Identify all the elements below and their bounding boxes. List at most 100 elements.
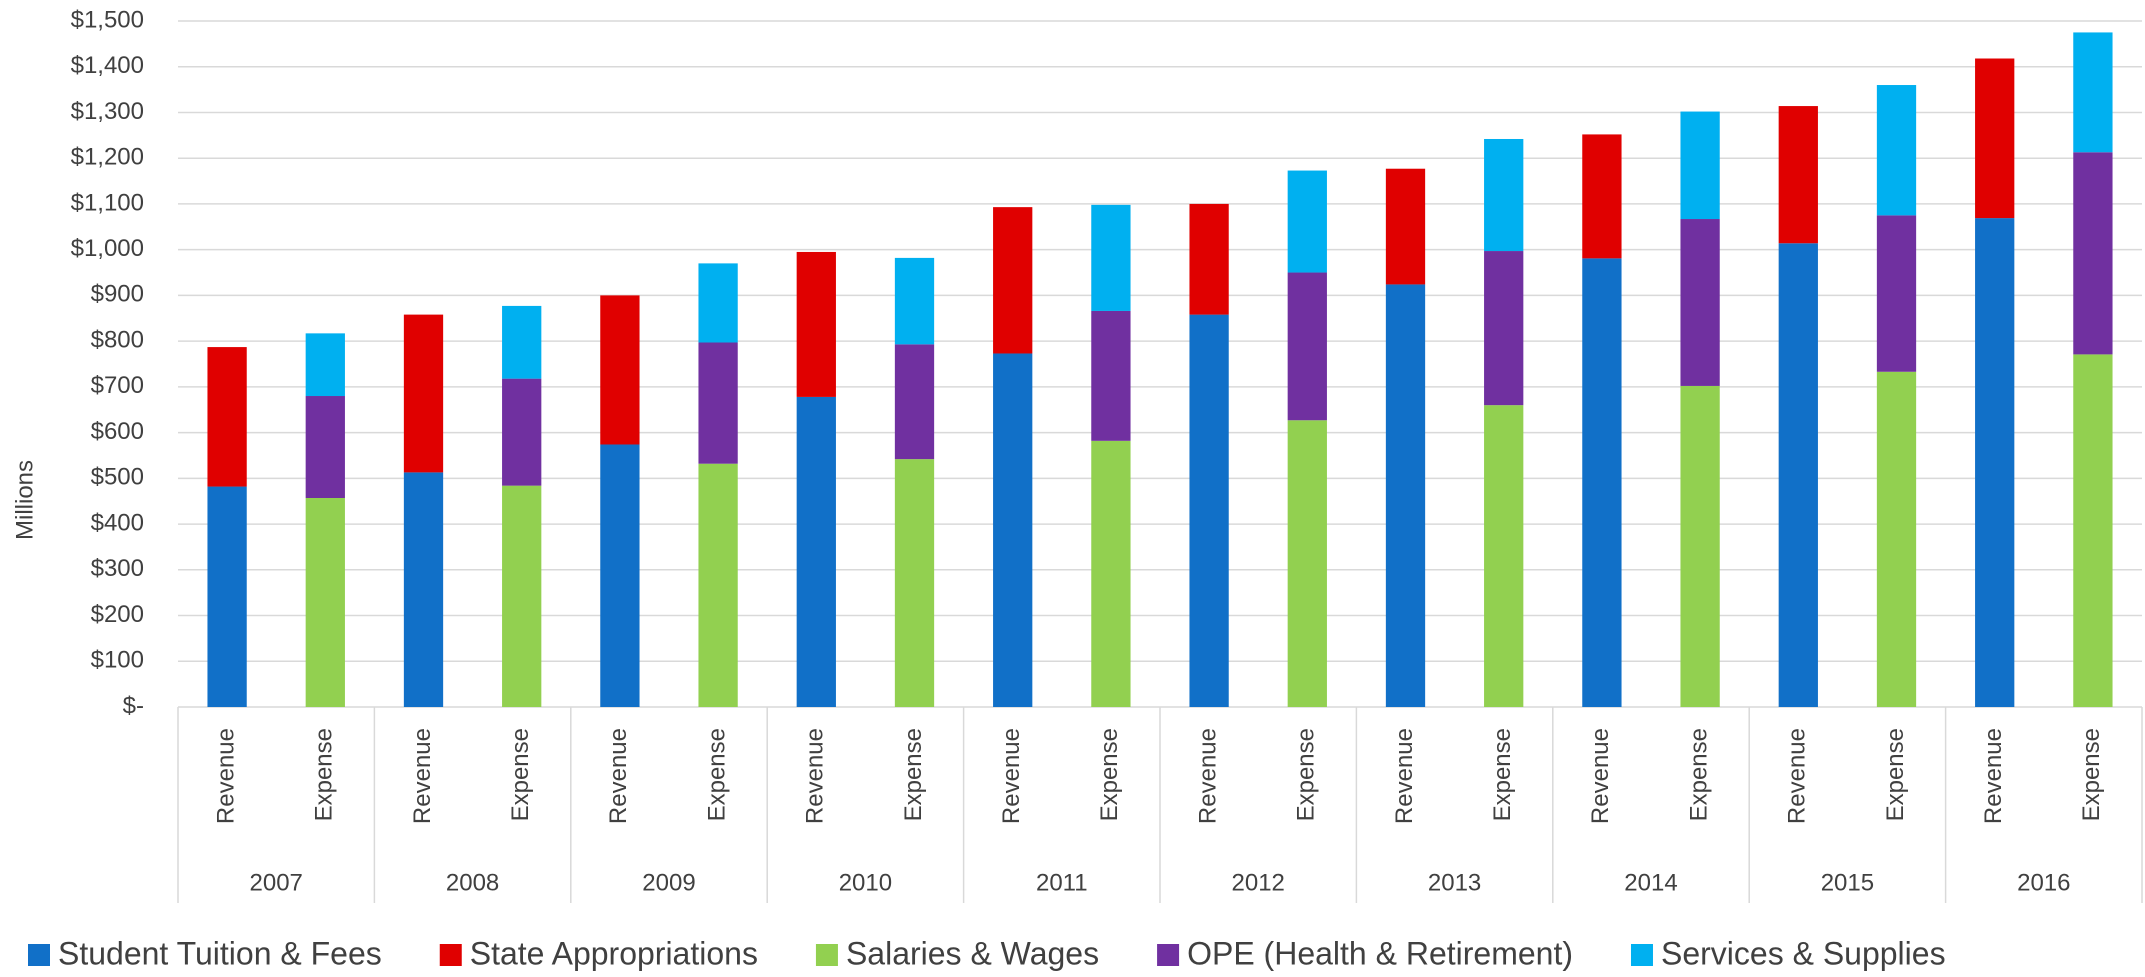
bar-segment bbox=[1778, 106, 1818, 244]
y-tick-label: $300 bbox=[91, 555, 144, 582]
bar-segment bbox=[1385, 168, 1426, 285]
bar-segment bbox=[1287, 170, 1327, 273]
x-group-label: 2008 bbox=[446, 869, 499, 896]
bar-segment bbox=[1975, 58, 2015, 219]
y-tick-label: $1,500 bbox=[71, 6, 144, 33]
bar-segment bbox=[1091, 204, 1131, 311]
bar-segment bbox=[1680, 385, 1720, 707]
bar-segment bbox=[305, 333, 345, 397]
bar-segment bbox=[207, 347, 247, 487]
bar-segment bbox=[1189, 203, 1229, 315]
bar-segment bbox=[600, 444, 640, 707]
x-tick-label: Expense bbox=[703, 728, 730, 821]
bar-segment bbox=[1091, 440, 1131, 707]
bar-segment bbox=[1975, 218, 2015, 708]
bar-segment bbox=[698, 463, 738, 707]
bar-segment bbox=[403, 314, 444, 473]
bar-segment bbox=[2073, 354, 2113, 707]
x-tick-label: Revenue bbox=[1587, 728, 1614, 824]
bar-segment bbox=[894, 344, 935, 460]
legend-swatch bbox=[1630, 944, 1653, 966]
y-tick-label: $900 bbox=[91, 281, 144, 308]
x-tick-label: Revenue bbox=[1391, 728, 1418, 824]
bar-segment bbox=[1189, 314, 1229, 707]
bar-segment bbox=[1582, 134, 1622, 259]
bar-segment bbox=[1484, 138, 1524, 252]
bar-segment bbox=[305, 396, 345, 498]
legend-label: Student Tuition & Fees bbox=[58, 935, 382, 971]
legend-swatch bbox=[28, 944, 50, 966]
x-tick-label: Revenue bbox=[212, 728, 239, 824]
y-tick-label: $700 bbox=[91, 372, 144, 399]
bar-segment bbox=[1484, 251, 1524, 406]
bar-segment bbox=[894, 459, 935, 707]
bar-segment bbox=[1876, 371, 1917, 707]
x-tick-label: Revenue bbox=[1194, 728, 1221, 824]
y-tick-label: $1,400 bbox=[71, 52, 144, 79]
x-tick-label: Expense bbox=[311, 728, 338, 821]
bar-segment bbox=[2073, 152, 2113, 355]
x-tick-label: Expense bbox=[1882, 728, 1909, 821]
bar-segment bbox=[1484, 405, 1524, 707]
bar-segment bbox=[502, 485, 542, 707]
bar-segment bbox=[1287, 272, 1327, 421]
x-tick-label: Revenue bbox=[998, 728, 1025, 824]
bar-segment bbox=[403, 472, 444, 707]
legend-label: Salaries & Wages bbox=[846, 935, 1099, 971]
y-tick-label: $100 bbox=[91, 647, 144, 674]
legend-label: Services & Supplies bbox=[1661, 935, 1946, 971]
bar-segment bbox=[698, 263, 738, 343]
x-group-label: 2012 bbox=[1232, 869, 1285, 896]
bar-segment bbox=[993, 353, 1033, 707]
y-axis-title: Millions bbox=[11, 460, 38, 540]
bar-segment bbox=[796, 396, 836, 707]
legend-swatch bbox=[439, 944, 462, 966]
x-tick-label: Expense bbox=[1096, 728, 1123, 821]
y-tick-label: $1,000 bbox=[71, 235, 144, 262]
legend-label: OPE (Health & Retirement) bbox=[1187, 935, 1573, 971]
y-tick-label: $1,300 bbox=[71, 98, 144, 125]
bar-segment bbox=[1876, 215, 1917, 372]
x-tick-label: Revenue bbox=[605, 728, 632, 824]
x-group-label: 2009 bbox=[642, 869, 695, 896]
bar-segment bbox=[502, 305, 542, 379]
legend-swatch bbox=[815, 944, 838, 966]
x-group-label: 2015 bbox=[1821, 869, 1874, 896]
x-tick-label: Expense bbox=[900, 728, 927, 821]
bar-segment bbox=[305, 497, 345, 707]
bar-segment bbox=[698, 342, 738, 464]
x-group-label: 2010 bbox=[839, 869, 892, 896]
y-tick-label: $1,100 bbox=[71, 189, 144, 216]
bar-segment bbox=[502, 378, 542, 486]
y-tick-label: $400 bbox=[91, 509, 144, 536]
bar-segment bbox=[1680, 219, 1720, 386]
x-tick-label: Expense bbox=[1293, 728, 1320, 821]
x-tick-label: Revenue bbox=[802, 728, 829, 824]
bar-segment bbox=[993, 207, 1033, 354]
bar-segment bbox=[207, 486, 247, 707]
x-tick-label: Revenue bbox=[1784, 728, 1811, 824]
y-tick-label: $600 bbox=[91, 418, 144, 445]
x-tick-label: Revenue bbox=[409, 728, 436, 824]
bar-segment bbox=[1680, 111, 1720, 220]
bar-segment bbox=[796, 251, 836, 397]
bar-segment bbox=[2073, 32, 2113, 153]
bar-segment bbox=[1876, 85, 1917, 216]
y-tick-label: $1,200 bbox=[71, 144, 144, 171]
x-tick-label: Expense bbox=[2078, 728, 2105, 821]
bar-segment bbox=[1385, 284, 1426, 707]
x-tick-label: Revenue bbox=[1980, 728, 2007, 824]
bar-segment bbox=[600, 295, 640, 445]
y-tick-label: $800 bbox=[91, 326, 144, 353]
x-tick-label: Expense bbox=[507, 728, 534, 821]
x-group-label: 2014 bbox=[1624, 869, 1677, 896]
y-tick-label: $- bbox=[123, 692, 144, 719]
y-tick-label: $500 bbox=[91, 464, 144, 491]
x-tick-label: Expense bbox=[1685, 728, 1712, 821]
bar-segment bbox=[894, 257, 935, 345]
bar-segment bbox=[1778, 243, 1818, 708]
y-tick-label: $200 bbox=[91, 601, 144, 628]
x-group-label: 2013 bbox=[1428, 869, 1481, 896]
bar-segment bbox=[1091, 310, 1131, 441]
